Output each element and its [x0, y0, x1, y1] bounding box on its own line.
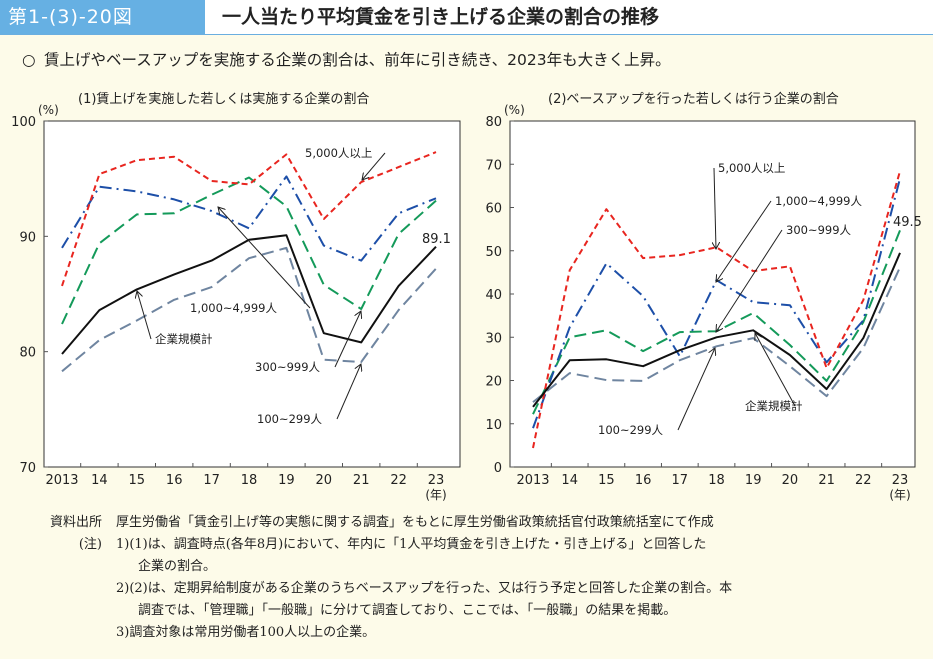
chart1-series-line [61, 175, 437, 262]
chart1-ytick-label: 80 [19, 346, 36, 361]
chart2-xtick-label: 22 [855, 473, 872, 488]
figure-title: 一人当たり平均賃金を引き上げる企業の割合の推移 [222, 6, 660, 28]
lead-text: 賃上げやベースアップを実施する企業の割合は、前年に引き続き、2023年も大きく上… [44, 51, 671, 69]
chart2-series-line [532, 170, 901, 449]
source-label: 資料出所 [49, 515, 102, 530]
note-2-cont: 調査では、「管理職」「一般職」に分けて調査しており、ここでは、「一般職」の結果を… [138, 603, 677, 618]
chart2-xtick-label: 14 [561, 473, 578, 488]
chart2-annotation-arrow [714, 167, 716, 249]
chart2-series-line [532, 252, 901, 408]
chart2-series-annotation: 300~999人 [786, 223, 852, 237]
chart2-annotation-arrow [677, 348, 715, 431]
chart1-series-annotation: 5,000人以上 [305, 146, 372, 160]
note-3: 3)調査対象は常用労働者100人以上の企業。 [116, 625, 376, 640]
notes-label: (注) [78, 537, 102, 552]
chart1-annotation-arrow [334, 311, 361, 368]
chart1-xtick-label: 15 [129, 473, 146, 488]
chart2-ytick-label: 40 [485, 288, 502, 303]
chart1-annotation-arrow [362, 152, 386, 180]
chart1-ylabel: (%) [38, 103, 59, 117]
chart2-xtick-label: 16 [635, 473, 652, 488]
chart1-series-annotation: 300~999人 [255, 360, 321, 374]
chart2-annotation-arrow [716, 229, 783, 332]
chart2-annotation-arrow [716, 200, 772, 282]
chart2-ytick-label: 20 [485, 375, 502, 390]
note-2: 2)(2)は、定期昇給制度がある企業のうちベースアップを行った、又は行う予定と回… [116, 581, 733, 596]
chart1-ytick-label: 70 [19, 461, 36, 476]
chart2-ytick-label: 70 [485, 158, 502, 173]
chart1-series-line [61, 234, 437, 355]
chart1-series-annotation: 企業規模計 [155, 332, 213, 346]
chart2-ylabel: (%) [504, 103, 525, 117]
chart2-xtick-label: 21 [818, 473, 835, 488]
chart2-series-annotation: 企業規模計 [745, 399, 803, 413]
chart2-xtick-label: 23 [892, 473, 909, 488]
chart2-annotation-arrow [755, 333, 796, 407]
chart2-xlabel: (年) [889, 488, 910, 502]
chart1-annotation-arrow [218, 207, 311, 309]
chart1-xtick-label: 18 [241, 473, 258, 488]
chart1-xlabel: (年) [425, 488, 446, 502]
chart2-series-annotation: 5,000人以上 [718, 161, 785, 175]
chart1-xtick-label: 16 [166, 473, 183, 488]
circle-bullet-icon: ○ [22, 51, 36, 69]
chart2-series-line [532, 266, 901, 403]
chart1-xtick-label: 2013 [45, 473, 78, 488]
chart1-data-label: 89.1 [422, 232, 451, 247]
note-1-cont: 企業の割合。 [138, 559, 217, 574]
chart2-xtick-label: 2013 [516, 473, 549, 488]
chart2-ytick-label: 50 [485, 245, 502, 260]
figure-header: 第1-(3)-20図 一人当たり平均賃金を引き上げる企業の割合の推移 [0, 0, 933, 35]
chart1-ytick-label: 90 [19, 230, 36, 245]
chart2-ytick-label: 60 [485, 202, 502, 217]
chart2-ytick-label: 30 [485, 331, 502, 346]
chart1-xtick-label: 20 [316, 473, 333, 488]
chart2-ytick-label: 0 [494, 461, 502, 476]
chart2-plot-area [509, 120, 916, 468]
chart2-title: (2)ベースアップを行った若しくは行う企業の割合 [548, 92, 839, 107]
chart2-xtick-label: 15 [598, 473, 615, 488]
note-1: 1)(1)は、調査時点(各年8月)において、年内に「1人平均賃金を引き上げた・引… [116, 537, 707, 552]
chart1-series-line [61, 176, 437, 325]
chart1-xtick-label: 17 [203, 473, 220, 488]
chart1-ytick-label: 100 [11, 115, 36, 130]
chart1-plot-area [43, 120, 461, 468]
chart1-series-line [61, 151, 437, 287]
chart1-series-annotation: 100~299人 [257, 412, 323, 426]
chart1-xtick-label: 14 [91, 473, 108, 488]
lead-sentence: ○ 賃上げやベースアップを実施する企業の割合は、前年に引き続き、2023年も大きく… [22, 48, 671, 70]
chart2-ytick-label: 80 [485, 115, 502, 130]
chart1-annotation-arrow [336, 364, 361, 420]
chart1-xtick-label: 21 [353, 473, 370, 488]
chart1-series-annotation: 1,000~4,999人 [190, 301, 277, 315]
figure-number: 第1-(3)-20図 [0, 0, 205, 34]
chart1-series-line [61, 246, 437, 373]
chart1-title: (1)賃上げを実施した若しくは実施する企業の割合 [78, 92, 370, 107]
chart1-annotation-arrow [137, 291, 152, 340]
chart2-series-annotation: 100~299人 [598, 423, 664, 437]
source-text: 厚生労働省「賃金引上げ等の実態に関する調査」をもとに厚生労働省政策統括官付政策統… [116, 515, 714, 530]
chart2-xtick-label: 20 [782, 473, 799, 488]
chart2-xtick-label: 18 [708, 473, 725, 488]
chart2-xtick-label: 19 [745, 473, 762, 488]
chart1-xtick-label: 19 [278, 473, 295, 488]
chart2-data-label: 49.5 [893, 215, 922, 230]
chart1-xtick-label: 23 [428, 473, 445, 488]
chart2-ytick-label: 10 [485, 418, 502, 433]
chart1-xtick-label: 22 [390, 473, 407, 488]
chart2-series-annotation: 1,000~4,999人 [775, 194, 862, 208]
chart2-xtick-label: 17 [672, 473, 689, 488]
